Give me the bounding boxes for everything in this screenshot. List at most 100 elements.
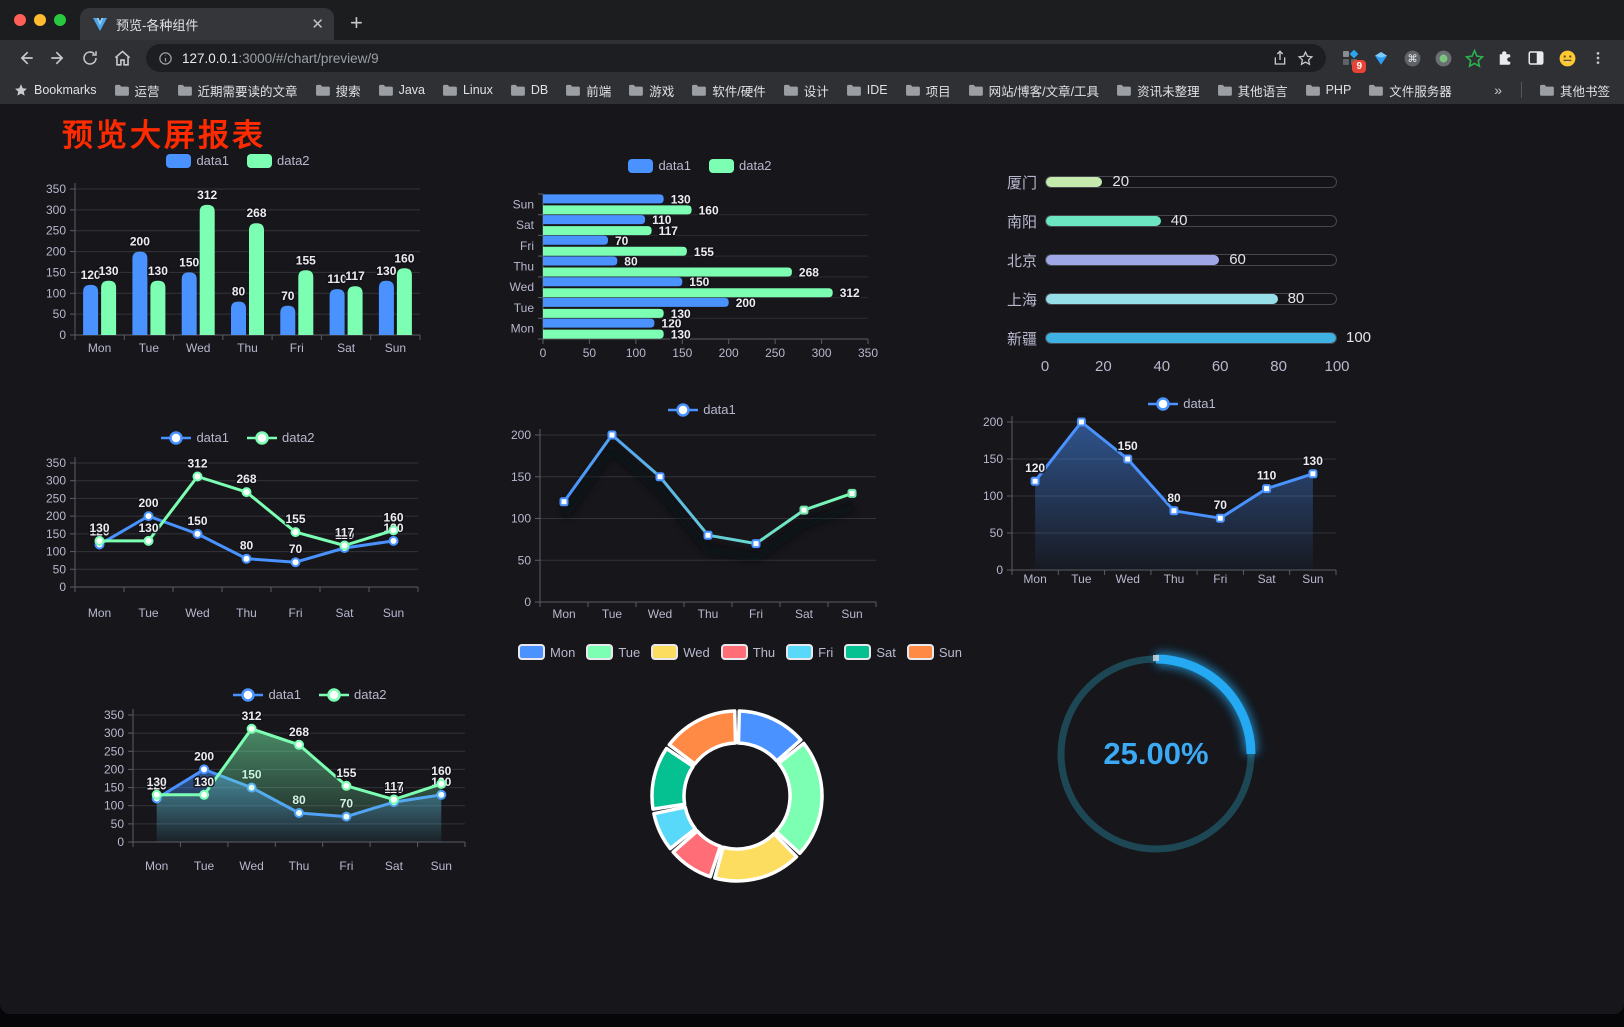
pie-slice-Mon[interactable]	[736, 709, 803, 763]
pie-slice-Fri[interactable]	[652, 805, 698, 851]
pie-chart-canvas[interactable]	[540, 660, 940, 900]
emoji-extension-icon[interactable]	[1557, 48, 1577, 68]
back-button[interactable]	[12, 44, 40, 72]
line-chart-canvas[interactable]: 0 50 100 150 200 250 300 350 Mon Tue Wed Thu Fri Sat S…	[28, 453, 448, 643]
address-bar[interactable]: 127.0.0.1:3000/#/chart/preview/9	[146, 44, 1326, 72]
chart-bar-horizontal[interactable]: data1 data2 0 50 100 150 200 250 300 350 Mon 120 130…	[500, 148, 900, 369]
gauge-canvas[interactable]	[1040, 628, 1280, 878]
bookmark-item-2[interactable]: 近期需要读的文章	[177, 81, 298, 100]
browser-tab[interactable]: 预览-各种组件 ✕	[80, 8, 334, 40]
bookmark-item-17[interactable]: 文件服务器	[1368, 81, 1452, 100]
bookmark-item-10[interactable]: 设计	[783, 81, 829, 100]
legend-label: data2	[354, 687, 387, 702]
bookmark-item-3[interactable]: 搜索	[315, 81, 361, 100]
chart-line-two-series[interactable]: data1 data2 0 50 100 150 200 250 300 350 Mon Tue Wed…	[28, 418, 448, 648]
bookmark-item-bookmarks[interactable]: Bookmarks	[14, 83, 97, 97]
site-info-icon[interactable]	[158, 51, 173, 66]
legend-item-data2[interactable]: data2	[247, 153, 310, 168]
bookmark-item-19[interactable]: 其他书签	[1539, 81, 1610, 100]
svg-text:150: 150	[187, 514, 207, 528]
browser-menu-icon[interactable]	[1588, 48, 1608, 68]
legend-swatch	[247, 153, 272, 168]
legend-item-Sat[interactable]: Sat	[844, 644, 896, 660]
progress-row-新疆[interactable]: 新疆 100	[985, 330, 1385, 348]
legend-item-data1[interactable]: data1	[1148, 396, 1216, 411]
gem-extension-icon[interactable]	[1371, 48, 1391, 68]
window-close-button[interactable]	[14, 14, 26, 26]
legend-item-data1[interactable]: data1	[668, 402, 736, 417]
svg-text:350: 350	[46, 456, 66, 470]
legend-item-Wed[interactable]: Wed	[651, 644, 710, 660]
bookmarks-overflow-chevron[interactable]: »	[1494, 82, 1502, 98]
legend-line-dot-icon	[233, 687, 264, 702]
bookmark-item-4[interactable]: Java	[378, 83, 425, 97]
legend-item-Thu[interactable]: Thu	[720, 644, 775, 660]
bookmark-item-7[interactable]: 前端	[565, 81, 611, 100]
svg-text:120: 120	[661, 317, 681, 331]
bookmark-item-14[interactable]: 资讯未整理	[1116, 81, 1200, 100]
progress-row-厦门[interactable]: 厦门 20	[985, 174, 1385, 192]
split-view-icon[interactable]	[1526, 48, 1546, 68]
pie-slice-Sun[interactable]	[667, 709, 738, 766]
chart-line-area-two-series[interactable]: data1 data2 0 50 100 150 200 250 300 350 Mon Tue Wed…	[100, 665, 520, 899]
legend-item-Fri[interactable]: Fri	[786, 644, 833, 660]
line-chart-canvas[interactable]: 0 50 100 150 200 250 300 350 Mon Tue Wed Thu Fri Sat S…	[100, 704, 520, 894]
legend-item-Sun[interactable]: Sun	[906, 644, 962, 660]
share-icon[interactable]	[1272, 50, 1288, 66]
chart-line-gradient[interactable]: data1 0 50 100 150 200 Mon Tue Wed Thu Fri Sat Sun	[502, 392, 902, 636]
progress-row-北京[interactable]: 北京 60	[985, 252, 1385, 270]
bookmark-item-9[interactable]: 软件/硬件	[691, 81, 766, 100]
pie-slice-Tue[interactable]	[774, 741, 824, 856]
bookmark-item-6[interactable]: DB	[510, 83, 548, 97]
folder-icon	[1117, 84, 1131, 96]
bookmark-item-1[interactable]: 运营	[114, 81, 160, 100]
pie-slice-Thu[interactable]	[671, 829, 723, 879]
bookmark-item-12[interactable]: 项目	[905, 81, 951, 100]
command-extension-icon[interactable]: ⌘	[1402, 48, 1422, 68]
pie-slice-Sat[interactable]	[650, 746, 695, 811]
bookmark-item-11[interactable]: IDE	[846, 83, 888, 97]
legend-item-data1[interactable]: data1	[233, 687, 301, 702]
window-zoom-button[interactable]	[54, 14, 66, 26]
legend-item-Tue[interactable]: Tue	[586, 644, 640, 660]
legend-item-data2[interactable]: data2	[709, 158, 772, 173]
home-button[interactable]	[108, 44, 136, 72]
extensions-puzzle-icon[interactable]	[1495, 48, 1515, 68]
chart-area-single[interactable]: data1 0 50 100 150 200 Mon Tue Wed Thu Fri Sat Sun 12…	[982, 382, 1382, 598]
line-chart-canvas[interactable]: 0 50 100 150 200 Mon Tue Wed Thu Fri Sat Sun 120 200 1…	[982, 401, 1382, 593]
window-minimize-button[interactable]	[34, 14, 46, 26]
chart-bar-vertical[interactable]: data1 data2 0 50 100 150 200 250 300 350 120 130 Mon…	[28, 145, 448, 374]
forward-button[interactable]	[44, 44, 72, 72]
bookmark-item-5[interactable]: Linux	[442, 83, 493, 97]
progress-row-南阳[interactable]: 南阳 40	[985, 213, 1385, 231]
recorder-extension-icon[interactable]	[1433, 48, 1453, 68]
legend-item-data1[interactable]: data1	[628, 158, 691, 173]
bookmark-item-15[interactable]: 其他语言	[1217, 81, 1288, 100]
chart-gauge[interactable]: 25.00%	[1040, 628, 1280, 878]
chart-progress-bars[interactable]: 厦门 20 南阳 40 北京 60 上海 80	[985, 152, 1385, 392]
progress-row-上海[interactable]: 上海 80	[985, 291, 1385, 309]
bar-chart-canvas[interactable]: 050100150200250300350120130Mon200130Tue1…	[28, 174, 448, 369]
star-extension-icon[interactable]	[1464, 48, 1484, 68]
legend-item-data1[interactable]: data1	[161, 430, 229, 445]
bookmark-item-16[interactable]: PHP	[1305, 83, 1351, 97]
bookmark-item-8[interactable]: 游戏	[628, 81, 674, 100]
progress-label: 北京	[1006, 252, 1037, 270]
progress-fill	[1046, 294, 1278, 304]
legend-item-data2[interactable]: data2	[319, 687, 387, 702]
line-chart-canvas[interactable]: 0 50 100 150 200 Mon Tue Wed Thu Fri Sat Sun	[502, 419, 902, 631]
new-tab-button[interactable]: +	[350, 10, 363, 35]
legend-item-data2[interactable]: data2	[247, 430, 315, 445]
svg-text:150: 150	[46, 265, 66, 279]
pie-slice-Wed[interactable]	[713, 832, 799, 883]
legend-item-data1[interactable]: data1	[166, 153, 229, 168]
chart-donut[interactable]: Mon Tue Wed Thu Fri Sat Sun	[518, 638, 962, 908]
tab-manager-extension-icon[interactable]: 9	[1340, 48, 1366, 73]
bar-data2-Thu	[543, 267, 792, 277]
legend-item-Mon[interactable]: Mon	[518, 644, 575, 660]
tab-close-icon[interactable]: ✕	[311, 15, 324, 33]
reload-button[interactable]	[76, 44, 104, 72]
bookmark-star-icon[interactable]	[1297, 50, 1314, 67]
bookmark-item-13[interactable]: 网站/博客/文章/工具	[968, 81, 1099, 100]
